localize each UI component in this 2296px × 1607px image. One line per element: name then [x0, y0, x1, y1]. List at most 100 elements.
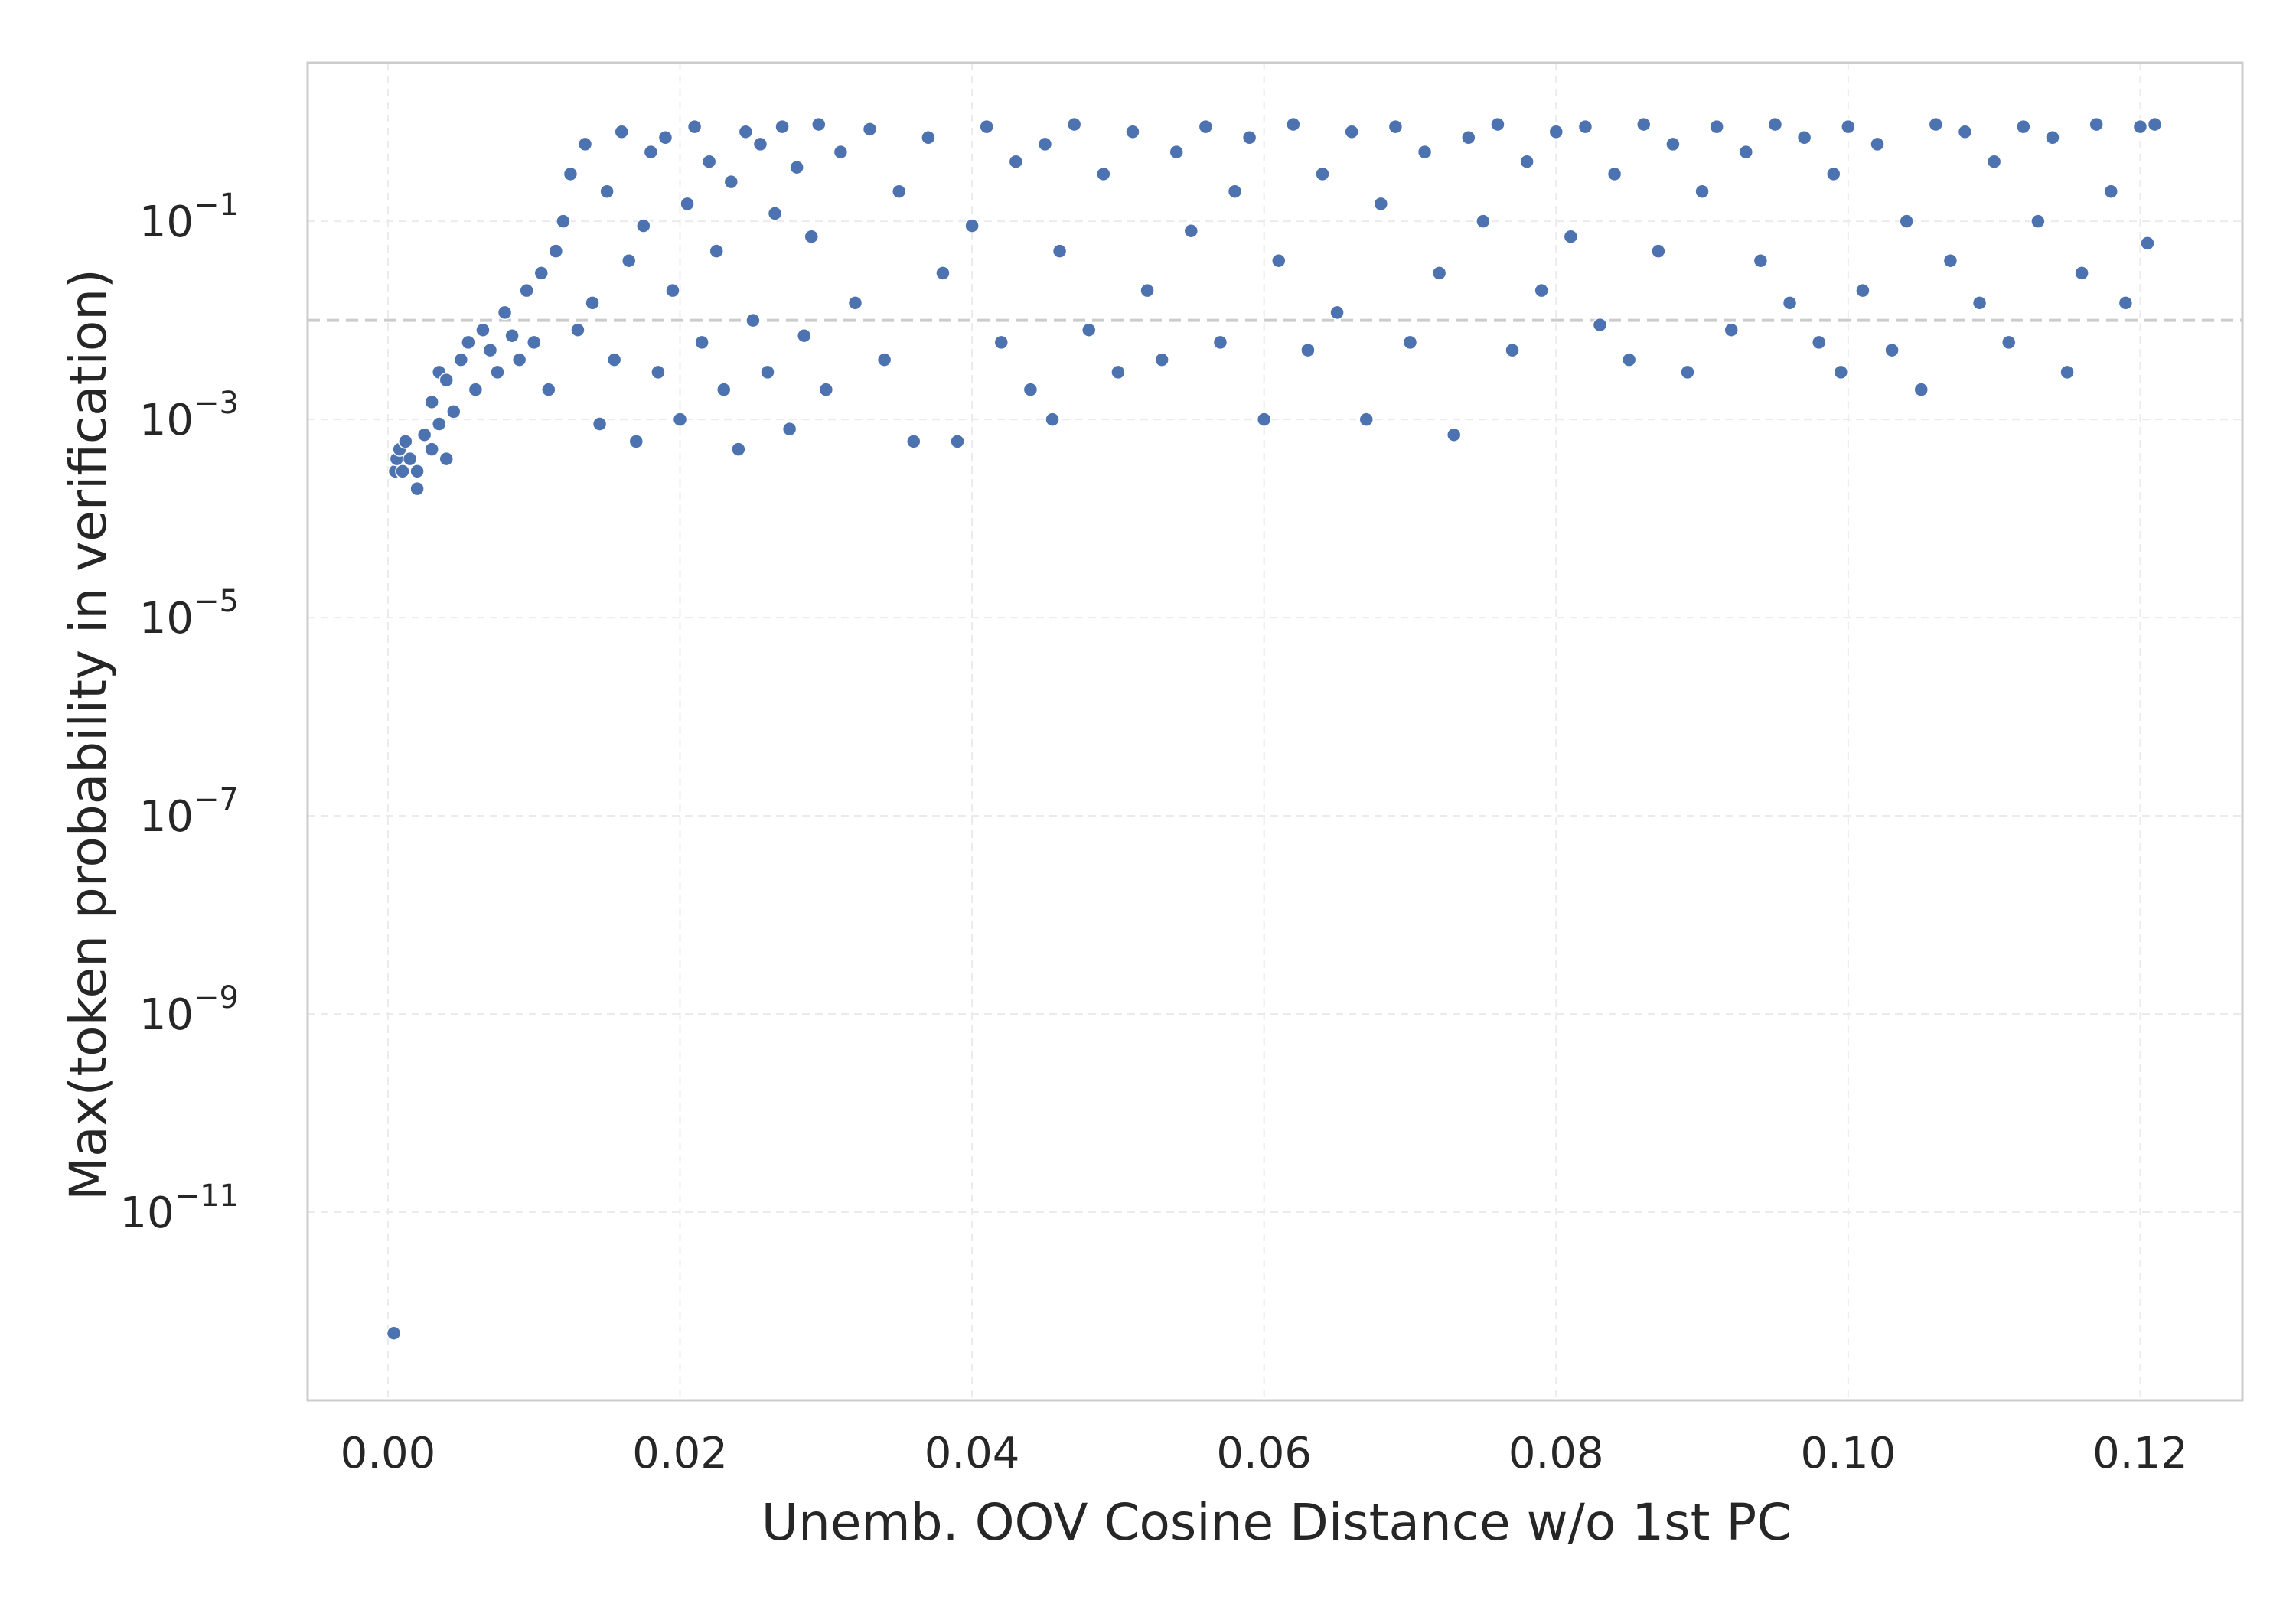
data-point: [2074, 266, 2089, 281]
data-point: [402, 451, 418, 467]
data-point: [833, 144, 849, 160]
data-point: [461, 334, 476, 350]
data-point: [862, 122, 878, 137]
data-point: [1884, 342, 1900, 358]
data-point: [935, 266, 951, 281]
data-point: [504, 328, 520, 344]
data-point: [490, 364, 505, 380]
data-point: [1971, 295, 1988, 311]
data-point: [811, 116, 827, 132]
data-point: [2132, 119, 2148, 135]
data-point: [1096, 166, 1111, 182]
data-point: [1738, 144, 1754, 160]
data-point: [621, 253, 637, 269]
data-point: [1183, 223, 1199, 239]
data-point: [1212, 334, 1228, 350]
data-point: [1665, 136, 1681, 152]
data-point: [497, 305, 513, 321]
data-point: [439, 451, 455, 467]
data-point: [1329, 305, 1345, 321]
data-point: [2060, 364, 2075, 380]
data-point: [2118, 295, 2134, 311]
data-point: [657, 129, 673, 145]
data-point: [1928, 116, 1944, 132]
data-point: [1388, 119, 1404, 135]
data-point: [1461, 129, 1476, 145]
data-point: [585, 295, 600, 311]
data-point: [1796, 129, 1812, 145]
data-point: [1300, 342, 1316, 358]
data-point: [643, 144, 659, 160]
data-point: [950, 434, 965, 449]
data-point: [1081, 322, 1097, 337]
data-point: [665, 282, 680, 298]
data-point: [1446, 427, 1462, 442]
data-point: [1037, 136, 1053, 152]
data-point: [752, 136, 768, 152]
data-point: [723, 174, 739, 190]
data-point: [1651, 243, 1666, 259]
data-point: [701, 154, 717, 169]
data-point: [1045, 412, 1060, 427]
x-axis-ticks: 0.00 0.02 0.04 0.06 0.08 0.10 0.12: [341, 1429, 2188, 1478]
data-point: [511, 352, 527, 367]
data-point: [1855, 282, 1870, 298]
data-point: [1417, 144, 1433, 160]
data-point: [1052, 243, 1068, 259]
data-point: [979, 119, 994, 135]
data-point: [1782, 295, 1798, 311]
data-point: [906, 434, 921, 449]
x-tick-label: 0.06: [1216, 1429, 1312, 1478]
data-point: [1022, 382, 1039, 397]
data-point: [1811, 334, 1827, 350]
data-point: [526, 334, 542, 350]
data-point: [1694, 184, 1710, 199]
data-point: [1899, 214, 1914, 229]
data-point: [2030, 214, 2046, 229]
data-point: [745, 312, 761, 328]
data-point: [1913, 382, 1929, 397]
data-point: [395, 464, 410, 479]
data-point: [1271, 253, 1287, 269]
y-tick-label: 10−11: [119, 1178, 239, 1238]
data-point: [1140, 282, 1155, 298]
data-point: [1592, 317, 1608, 333]
x-tick-label: 0.10: [1801, 1429, 1896, 1478]
data-point: [1490, 116, 1505, 132]
data-point: [716, 382, 732, 397]
data-point: [409, 481, 425, 497]
data-point: [709, 243, 724, 259]
data-point: [409, 464, 425, 479]
data-point: [1680, 364, 1695, 380]
data-point: [556, 214, 571, 229]
data-point: [2089, 116, 2104, 132]
data-point: [1431, 266, 1447, 281]
data-point: [1621, 352, 1637, 367]
data-point: [592, 416, 608, 432]
data-point: [993, 334, 1009, 350]
data-point: [1315, 166, 1330, 182]
data-point: [1753, 253, 1769, 269]
data-point: [453, 352, 469, 367]
data-point: [468, 382, 484, 397]
data-point: [1519, 154, 1534, 169]
data-point: [475, 322, 491, 337]
data-point: [687, 119, 703, 135]
data-point: [1154, 352, 1169, 367]
data-point: [636, 218, 651, 233]
data-point: [2140, 236, 2155, 251]
data-point: [1505, 342, 1520, 358]
data-point: [804, 229, 819, 244]
data-point: [548, 243, 564, 259]
data-point: [431, 416, 447, 432]
data-point: [563, 166, 579, 182]
data-point: [738, 124, 754, 139]
data-point: [424, 442, 439, 457]
data-point: [446, 404, 461, 419]
data-point: [1957, 124, 1973, 139]
data-point: [1169, 144, 1184, 160]
scatter-points: [386, 116, 2163, 1341]
x-axis-label: Unemb. OOV Cosine Distance w/o 1st PC: [762, 1493, 1792, 1552]
